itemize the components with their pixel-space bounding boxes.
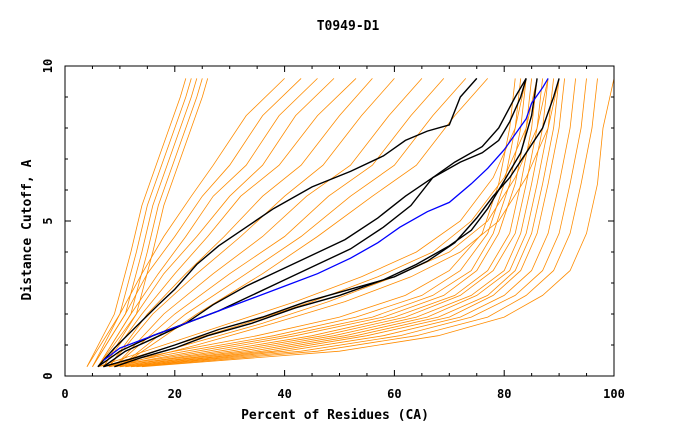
model-curve-8 [103,78,335,367]
model-curve-10 [108,78,373,367]
y-tick-label: 0 [41,372,55,379]
model-curve-14 [119,78,467,368]
highlight-curve-4 [103,78,560,368]
model-curve-20 [114,78,538,368]
model-curve-17 [103,78,522,368]
model-curve-1 [92,78,192,367]
y-tick-label: 5 [41,217,55,224]
model-curve-13 [114,78,445,368]
model-curve-18 [108,78,527,368]
model-curve-33 [114,78,560,368]
model-curve-4 [97,78,209,367]
reference-curve [103,78,549,362]
axes-layer: 0 20 40 60 80 100 0 5 10 [41,59,625,401]
model-curve-3 [97,78,203,367]
model-curve-5 [86,78,285,367]
y-axis-title: Distance Cutoff, A [20,159,35,300]
model-curve-15 [119,78,488,368]
model-curve-7 [97,78,318,367]
x-tick-label: 80 [497,387,511,401]
model-curve-27 [130,78,587,368]
x-tick-label: 100 [603,387,625,401]
model-curve-23 [119,78,554,368]
model-curve-31 [103,78,538,368]
model-curve-12 [114,78,423,367]
x-axis-title: Percent of Residues (CA) [241,408,429,423]
y-tick-label: 10 [41,59,55,73]
model-curve-19 [108,78,532,368]
model-curve-29 [141,78,615,368]
model-curve-22 [119,78,549,368]
highlight-curve-3 [114,78,538,368]
model-curve-24 [125,78,560,368]
model-curve-21 [114,78,543,368]
highlight-curve-0 [97,77,478,368]
model-curve-0 [86,78,187,367]
model-curve-2 [92,78,198,367]
x-tick-label: 60 [387,387,401,401]
model-curve-6 [92,78,302,367]
chart-title: T0949-D1 [317,19,380,34]
series-layer [86,77,615,368]
x-tick-label: 0 [61,387,68,401]
model-curve-30 [97,78,527,368]
model-curve-26 [130,78,576,368]
model-curve-25 [125,78,565,368]
model-curve-16 [97,78,516,368]
x-tick-label: 40 [277,387,291,401]
model-curve-28 [136,78,598,368]
x-tick-label: 20 [168,387,182,401]
model-curve-9 [103,78,357,367]
